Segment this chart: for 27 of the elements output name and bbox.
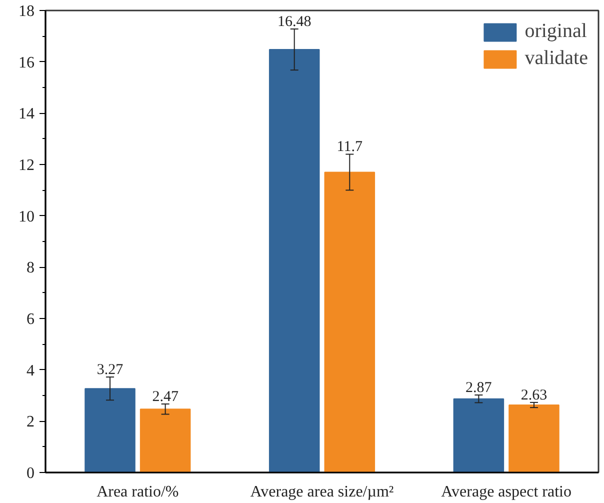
data-label: 16.48 <box>277 14 312 30</box>
x-tick-label: Area ratio/% <box>96 484 179 500</box>
y-tick-label: 16 <box>18 54 34 72</box>
legend-label: validate <box>524 47 588 70</box>
y-tick-label: 6 <box>26 311 34 328</box>
y-tick-label: 14 <box>18 106 34 123</box>
bar <box>508 404 560 472</box>
bar <box>324 172 376 472</box>
bar <box>268 49 320 472</box>
data-label: 2.47 <box>152 388 179 405</box>
data-label: 11.7 <box>336 139 363 156</box>
x-tick-label: Average aspect ratio <box>441 484 572 500</box>
y-tick-label: 18 <box>18 3 34 20</box>
y-tick-label: 4 <box>26 362 34 380</box>
data-label: 2.87 <box>466 380 492 396</box>
y-tick-label: 0 <box>26 465 34 482</box>
y-tick-label: 10 <box>18 208 34 226</box>
y-tick-label: 2 <box>26 414 34 431</box>
data-label: 3.27 <box>96 362 124 378</box>
data-label: 2.63 <box>520 387 548 404</box>
bar <box>453 398 504 472</box>
bar <box>84 388 136 472</box>
bar <box>140 408 191 472</box>
legend-label: original <box>524 20 587 43</box>
y-tick-label: 12 <box>18 157 34 174</box>
y-tick-label: 8 <box>26 260 34 277</box>
x-tick-label: Average area size/µm² <box>250 484 394 500</box>
